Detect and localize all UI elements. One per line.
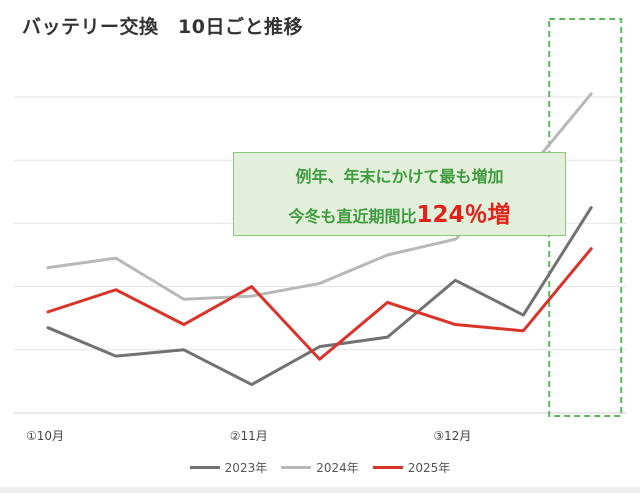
legend-label: 2023年: [224, 461, 268, 475]
x-axis-ticks: ①10月 ②11月 ③12月: [26, 429, 471, 443]
legend-label: 2025年: [407, 461, 451, 475]
annotation-callout: 例年、年末にかけて最も増加 今冬も直近期間比124％増: [233, 152, 566, 236]
bottom-bar: [0, 487, 640, 493]
legend-swatch: [372, 466, 403, 469]
legend-label: 2024年: [316, 461, 359, 475]
series-line-2023年: [46, 206, 593, 387]
callout-highlight: 124％増: [416, 202, 511, 228]
legend: 2023年 2024年 2025年: [0, 458, 640, 476]
legend-swatch: [281, 466, 312, 469]
x-tick-label: ②11月: [230, 429, 268, 443]
x-tick-label: ③12月: [433, 429, 471, 443]
callout-line-1: 例年、年末にかけて最も増加: [295, 167, 504, 186]
chart-title: バッテリー交換 10日ごと推移: [22, 16, 303, 38]
legend-item: 2025年: [372, 459, 451, 476]
legend-item: 2024年: [281, 459, 359, 476]
highlight-rect: [548, 18, 623, 417]
series-line-2025年: [46, 247, 593, 361]
series-lines: [46, 92, 593, 387]
gridlines: [14, 96, 626, 414]
x-tick-label: ①10月: [26, 429, 64, 443]
callout-prefix: 今冬も直近期間比: [288, 207, 417, 226]
highlight-box: [548, 18, 623, 417]
legend-item: 2023年: [189, 459, 268, 476]
legend-swatch: [189, 466, 220, 469]
callout-line-2: 今冬も直近期間比124％増: [234, 195, 565, 229]
